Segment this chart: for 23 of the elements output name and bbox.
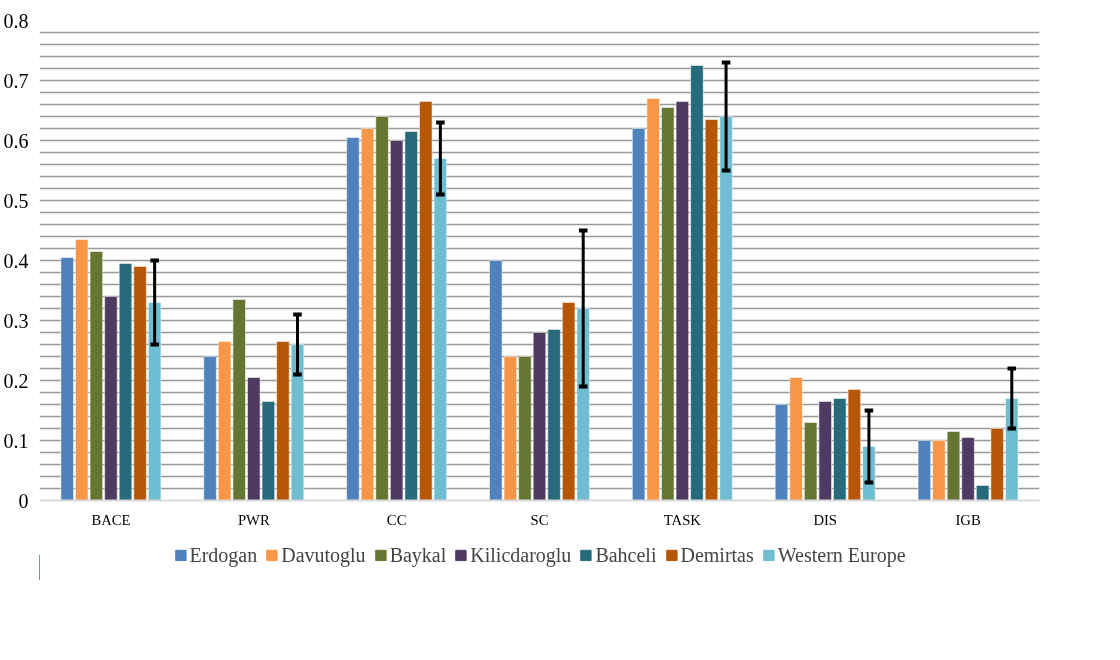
legend-label: Kilicdaroglu — [470, 543, 572, 567]
legend-label: Demirtas — [680, 543, 754, 567]
y-tick-label: 0.7 — [3, 69, 29, 92]
x-tick-label: CC — [386, 511, 407, 528]
y-tick-label: 0.8 — [3, 9, 29, 32]
y-tick-label: 0.5 — [3, 189, 29, 212]
x-tick-label: SC — [530, 511, 549, 528]
legend-label: Western Europe — [777, 543, 906, 567]
legend-label: Baykal — [389, 543, 447, 567]
y-tick-label: 0.1 — [3, 429, 29, 452]
y-tick-label: 0 — [18, 489, 29, 512]
y-tick-label: 0.6 — [3, 129, 29, 152]
x-tick-label: TASK — [663, 511, 702, 528]
legend-label: Erdogan — [189, 543, 258, 567]
x-tick-label: IGB — [955, 511, 981, 528]
x-tick-label: DIS — [813, 511, 838, 528]
legend-label: Bahceli — [595, 543, 657, 567]
x-tick-label: PWR — [237, 511, 270, 528]
y-tick-label: 0.2 — [3, 369, 29, 392]
y-tick-label: 0.4 — [3, 249, 29, 272]
y-tick-label: 0.3 — [3, 309, 29, 332]
legend-label: Davutoglu — [281, 543, 366, 567]
x-tick-label: BACE — [91, 511, 131, 528]
